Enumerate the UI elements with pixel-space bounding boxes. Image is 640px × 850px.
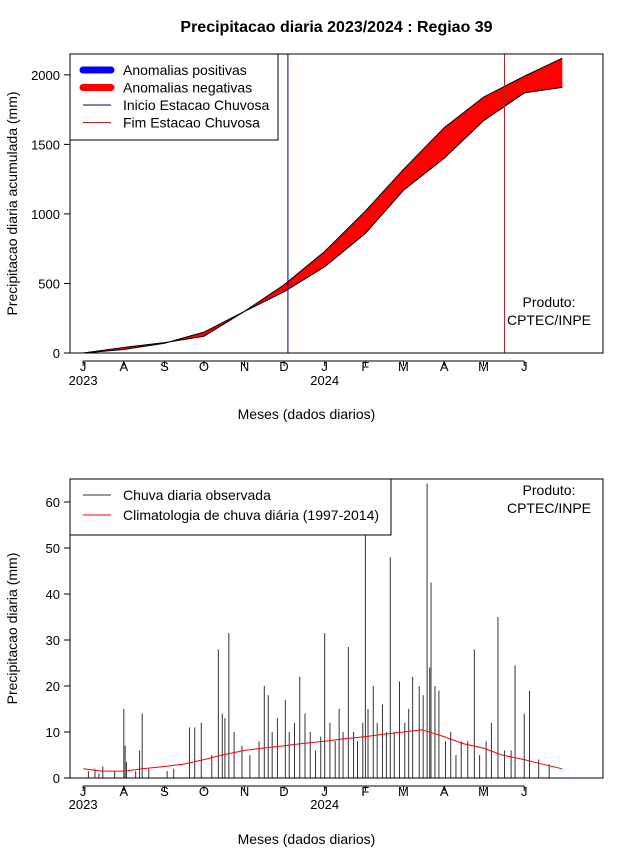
y-tick-label: 20 (46, 679, 60, 694)
legend-label: Chuva diaria observada (123, 487, 271, 503)
y-tick-label: 1000 (31, 207, 60, 222)
x-tick-label: D (279, 359, 288, 374)
chart-panel-2: 0 10 20 30 40 50 60 Precipitacao diaria (mm) J A S… (4, 478, 604, 847)
y-tick-label: 30 (46, 633, 60, 648)
y-tick-label: 0 (53, 771, 60, 786)
x-tick-label: S (160, 359, 169, 374)
legend-label: Anomalias negativas (123, 80, 252, 96)
x-tick-label: A (119, 784, 128, 799)
y-tick-label: 10 (46, 725, 60, 740)
x-tick-label: J (521, 784, 528, 799)
x-tick-label: F (361, 359, 369, 374)
x-tick-label: M (478, 359, 489, 374)
x-tick-label: A (440, 784, 449, 799)
y-tick-label: 1500 (31, 137, 60, 152)
chart-panel-1: Precipitacao diaria 2023/2024 : Regiao 3… (4, 19, 604, 422)
x-tick-label: O (199, 359, 209, 374)
observed-accumulated-line (83, 86, 563, 354)
x-axis-label: Meses (dados diarios) (238, 406, 376, 422)
legend: Anomalias positivas Anomalias negativasIn… (69, 53, 279, 141)
x-year-label: 2023 (69, 373, 98, 388)
y-tick-label: 40 (46, 587, 60, 602)
legend-label: Anomalias positivas (123, 62, 247, 78)
x-tick-label: F (361, 784, 369, 799)
x-tick-label: J (80, 359, 87, 374)
legend-label: Climatologia de chuva diária (1997-2014) (123, 507, 379, 523)
y-axis-label: Precipitacao diaria acumulada (mm) (4, 91, 20, 315)
plot-frame (69, 53, 604, 354)
product-annotation: Produto: (523, 294, 576, 310)
climatology-accumulated-line (83, 57, 563, 354)
x-tick-label: O (199, 784, 209, 799)
x-year-label: 2024 (310, 797, 339, 812)
x-tick-label: M (398, 784, 409, 799)
legend-label: Fim Estacao Chuvosa (123, 115, 260, 131)
legend-box (69, 478, 392, 536)
y-axis-label: Precipitacao diaria (mm) (4, 553, 20, 705)
x-tick-label: J (521, 359, 528, 374)
x-axis-label: Meses (dados diarios) (238, 831, 376, 847)
y-tick-label: 60 (46, 495, 60, 510)
x-tick-label: D (279, 784, 288, 799)
chart-title: Precipitacao diaria 2023/2024 : Regiao 3… (180, 19, 492, 36)
x-tick-label: M (398, 359, 409, 374)
product-annotation: CPTEC/INPE (507, 312, 591, 328)
x-tick-label: N (240, 359, 249, 374)
x-tick-label: J (321, 784, 328, 799)
y-tick-label: 500 (38, 276, 60, 291)
climatology-daily-line (83, 729, 563, 772)
y-tick-label: 0 (53, 346, 60, 361)
x-tick-label: M (478, 784, 489, 799)
x-tick-label: A (440, 359, 449, 374)
x-year-label: 2023 (69, 797, 98, 812)
y-tick-label: 50 (46, 541, 60, 556)
x-tick-label: J (80, 784, 87, 799)
x-tick-label: S (160, 784, 169, 799)
product-annotation: Produto: (523, 482, 576, 498)
product-annotation: CPTEC/INPE (507, 500, 591, 516)
y-tick-label: 2000 (31, 68, 60, 83)
x-tick-label: A (119, 359, 128, 374)
x-tick-label: N (240, 784, 249, 799)
legend: Chuva diaria observada Climatologia de ch… (69, 478, 392, 536)
anomaly-negative-area (83, 58, 563, 354)
x-tick-label: J (321, 359, 328, 374)
legend-label: Inicio Estacao Chuvosa (123, 97, 270, 113)
x-year-label: 2024 (310, 373, 339, 388)
